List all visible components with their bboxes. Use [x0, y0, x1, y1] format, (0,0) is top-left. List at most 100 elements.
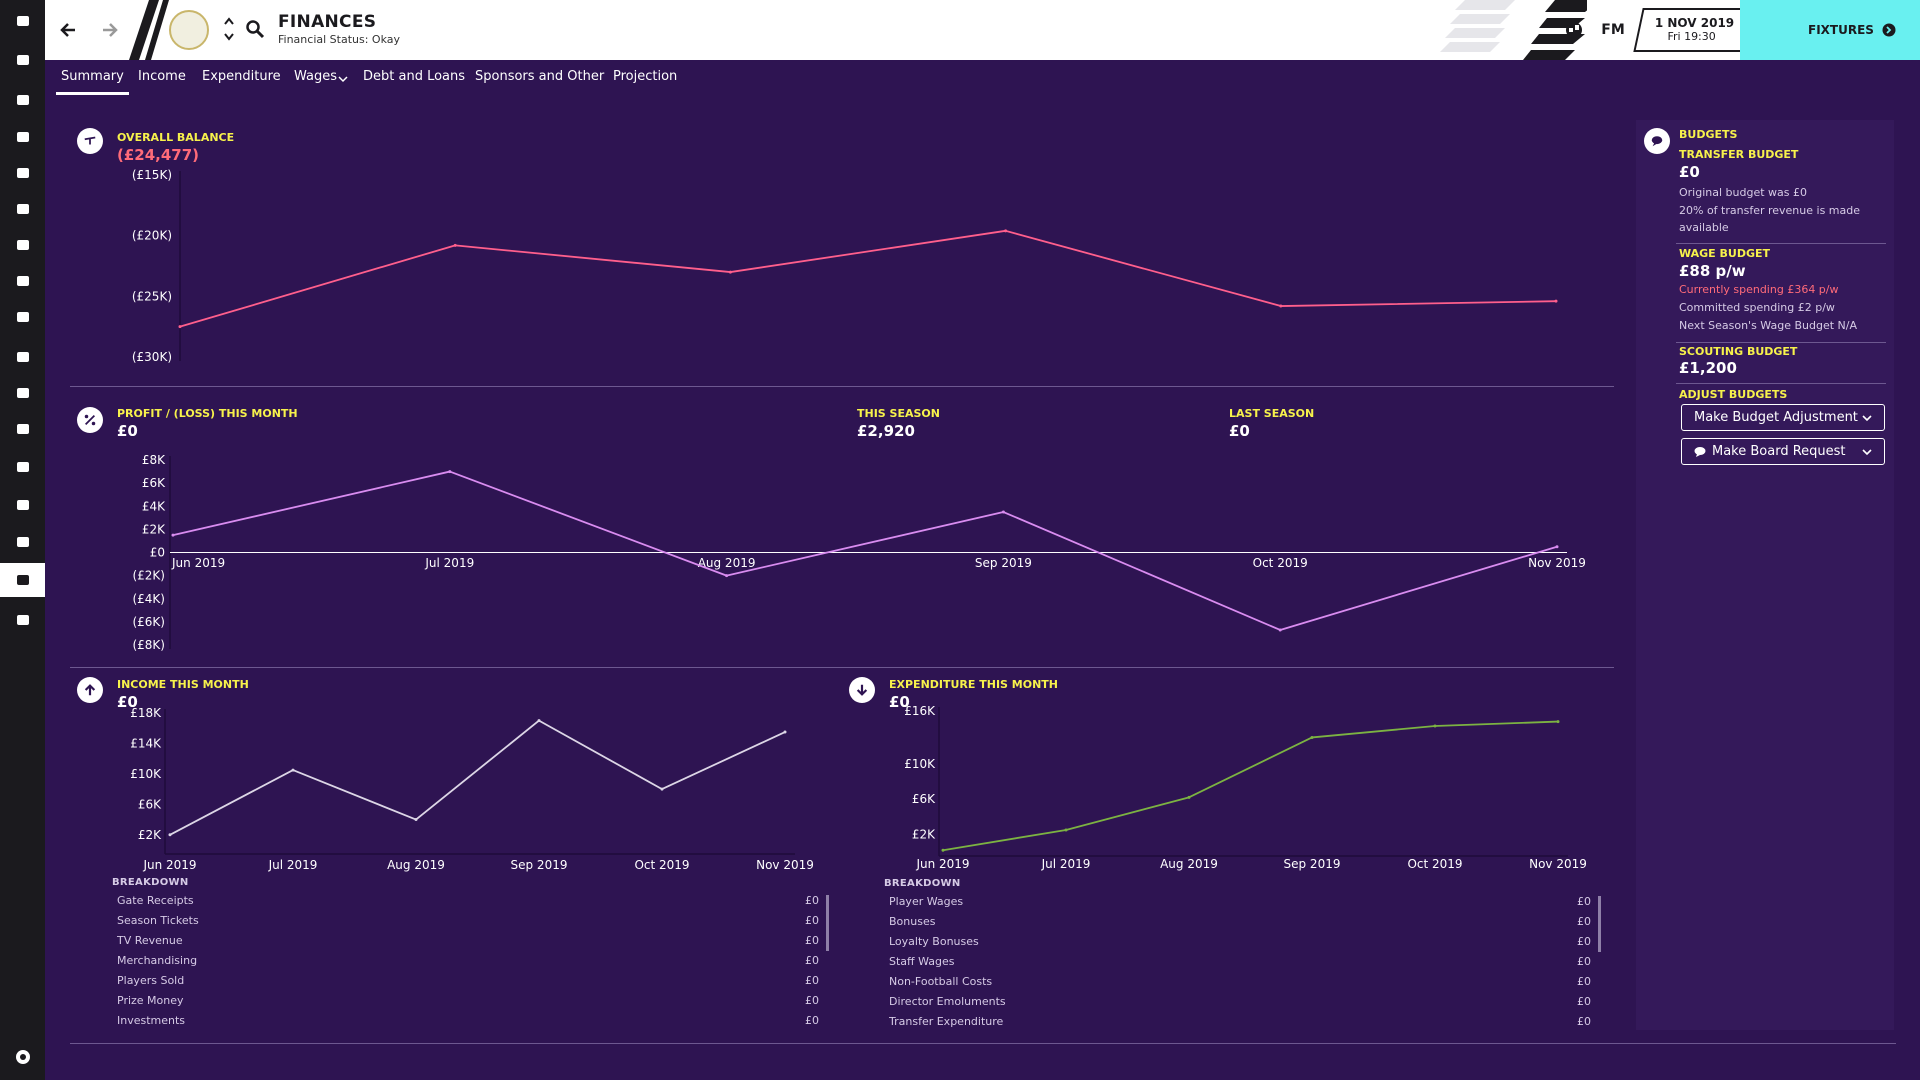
income-scrollbar[interactable] [826, 895, 829, 951]
board-request-label: Make Board Request [1712, 444, 1846, 459]
report-icon[interactable] [0, 192, 45, 226]
income-breakdown-row[interactable]: TV Revenue £0 [117, 931, 819, 951]
transfer-budget-value: £0 [1679, 163, 1700, 181]
income-breakdown-row[interactable]: Players Sold £0 [117, 971, 819, 991]
tab-income[interactable]: Income [138, 69, 186, 84]
page-title: FINANCES [278, 12, 377, 32]
balance-scale-icon [77, 128, 103, 154]
expenditure-breakdown-row[interactable]: Director Emoluments £0 [889, 992, 1591, 1012]
income-x-tick-label: Jul 2019 [268, 858, 318, 872]
chevron-down-icon [1862, 415, 1872, 422]
club-icon[interactable] [0, 488, 45, 522]
finances-icon[interactable] [0, 563, 45, 597]
income-data-point [414, 818, 418, 822]
expenditure-scrollbar[interactable] [1598, 896, 1601, 952]
medical-icon[interactable] [0, 300, 45, 334]
profit-value: £0 [117, 422, 138, 440]
expenditure-breakdown-value: £0 [1577, 1015, 1591, 1028]
income-breakdown-row[interactable]: Season Tickets £0 [117, 911, 819, 931]
scouting-icon[interactable] [0, 412, 45, 446]
profit-data-point [448, 470, 452, 474]
date-display[interactable]: 1 NOV 2019 Fri 19:30 [1633, 8, 1753, 52]
income-x-tick-label: Sep 2019 [511, 858, 568, 872]
data-icon[interactable] [0, 156, 45, 190]
tab-wages[interactable]: Wages [294, 69, 338, 84]
arrow-up-icon [77, 677, 103, 703]
profit-data-point [171, 533, 175, 537]
tab-expenditure[interactable]: Expenditure [202, 69, 281, 84]
expenditure-y-tick-label: £2K [912, 827, 936, 841]
expenditure-breakdown-row[interactable]: Loyalty Bonuses £0 [889, 932, 1591, 952]
tab-sponsors[interactable]: Sponsors and Other [475, 69, 605, 84]
income-breakdown-title: BREAKDOWN [112, 877, 189, 888]
expenditure-breakdown-row[interactable]: Player Wages £0 [889, 892, 1591, 912]
balance-data-point [178, 325, 182, 329]
adjust-budgets-label: ADJUST BUDGETS [1679, 388, 1788, 401]
squad-icon[interactable] [0, 83, 45, 117]
income-breakdown-row[interactable]: Gate Receipts £0 [117, 891, 819, 911]
transfer-revenue-note: 20% of transfer revenue is made [1679, 204, 1861, 217]
profit-series-line [172, 470, 1558, 631]
transfers-icon[interactable] [0, 450, 45, 484]
balance-data-point [728, 270, 732, 274]
fixtures-label: FIXTURES [1808, 23, 1874, 37]
budget-divider [1676, 243, 1886, 244]
fm-button[interactable]: FM [1587, 0, 1639, 60]
fixtures-button[interactable]: FIXTURES [1740, 0, 1920, 60]
make-budget-adjustment-button[interactable]: Make Budget Adjustment [1681, 404, 1885, 431]
schedule-icon[interactable] [0, 340, 45, 374]
trophy-icon[interactable] [0, 376, 45, 410]
settings-icon[interactable] [0, 1040, 45, 1074]
sidebar [0, 0, 45, 1080]
dev-centre-icon[interactable] [0, 525, 45, 559]
expenditure-value: £0 [889, 693, 910, 711]
income-breakdown-row[interactable]: Investments £0 [117, 1011, 819, 1031]
wage-budget-value: £88 p/w [1679, 262, 1746, 280]
balance-y-tick-label: (£30K) [132, 350, 172, 364]
income-y-tick-label: £14K [130, 736, 162, 750]
crest-up-icon[interactable] [223, 16, 235, 26]
crest-down-icon[interactable] [223, 32, 235, 42]
club-crest[interactable] [169, 10, 209, 50]
expenditure-breakdown-name: Director Emoluments [889, 995, 1006, 1008]
tactics-icon[interactable] [0, 120, 45, 154]
balance-value: (£24,477) [117, 146, 200, 164]
wages-chevron-down-icon[interactable] [338, 75, 348, 83]
profit-data-point [1001, 510, 1005, 514]
inbox-icon[interactable] [0, 43, 45, 77]
transfer-revenue-note-cont: available [1679, 221, 1729, 234]
income-breakdown-row[interactable]: Prize Money £0 [117, 991, 819, 1011]
back-arrow-icon[interactable] [55, 16, 83, 44]
tab-summary[interactable]: Summary [61, 69, 124, 84]
profit-label: PROFIT / (LOSS) THIS MONTH [117, 407, 298, 420]
income-data-point [660, 787, 664, 791]
income-breakdown-name: Prize Money [117, 994, 184, 1007]
budget-divider [1676, 342, 1886, 343]
expenditure-breakdown-row[interactable]: Transfer Expenditure £0 [889, 1012, 1591, 1032]
make-board-request-button[interactable]: Make Board Request [1681, 438, 1885, 465]
income-label: INCOME THIS MONTH [117, 678, 249, 691]
finance-tabs: Summary Income Expenditure Wages Debt an… [45, 60, 1920, 96]
search-icon[interactable] [245, 19, 265, 39]
home-icon[interactable] [0, 4, 45, 38]
balance-y-tick-label: (£15K) [132, 168, 172, 182]
bottom-divider [70, 1043, 1896, 1044]
income-breakdown-value: £0 [805, 1014, 819, 1027]
tab-debt-loans[interactable]: Debt and Loans [363, 69, 466, 84]
income-breakdown-value: £0 [805, 954, 819, 967]
globe-icon[interactable] [1564, 20, 1584, 40]
expenditure-breakdown-row[interactable]: Non-Football Costs £0 [889, 972, 1591, 992]
staff-icon[interactable] [0, 228, 45, 262]
current-time: Fri 19:30 [1667, 30, 1716, 43]
balance-series-line [179, 229, 1557, 328]
income-breakdown-row[interactable]: Merchandising £0 [117, 951, 819, 971]
expenditure-breakdown-row[interactable]: Staff Wages £0 [889, 952, 1591, 972]
expenditure-breakdown-row[interactable]: Bonuses £0 [889, 912, 1591, 932]
profit-y-tick-label: £4K [142, 499, 166, 513]
training-icon[interactable] [0, 264, 45, 298]
tab-projection[interactable]: Projection [613, 69, 678, 84]
forward-arrow-icon[interactable] [95, 16, 123, 44]
profit-x-tick-label: Oct 2019 [1253, 556, 1308, 570]
trend-icon[interactable] [0, 603, 45, 637]
expenditure-data-point [1556, 720, 1560, 724]
